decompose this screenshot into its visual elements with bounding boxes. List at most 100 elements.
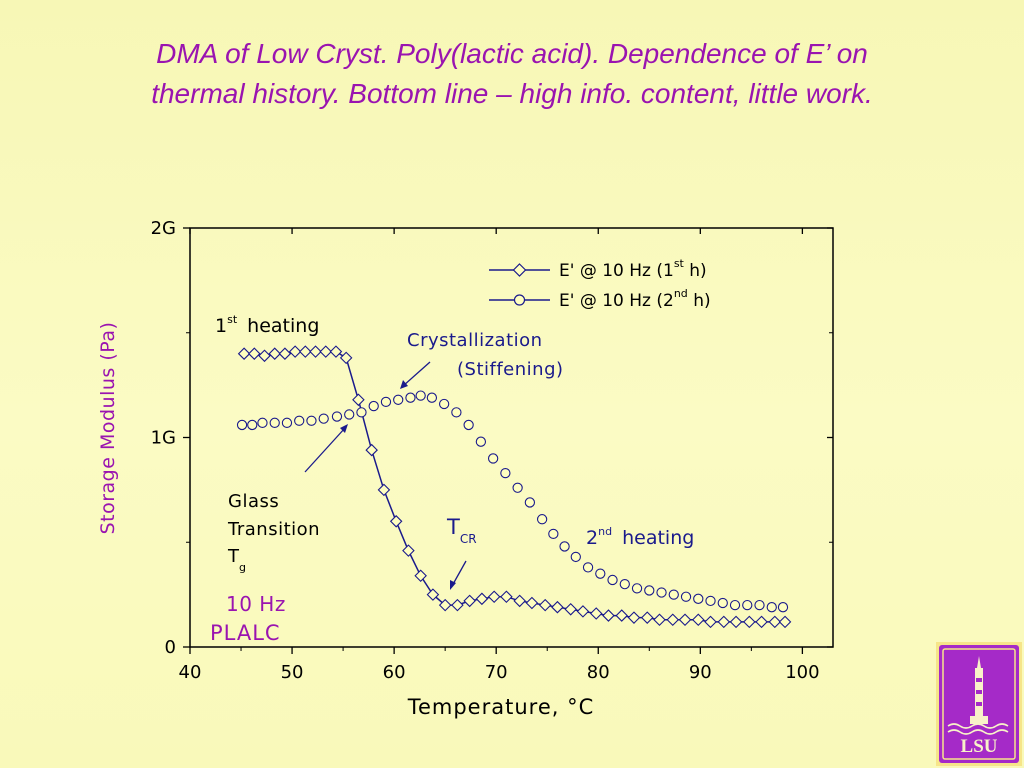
- diamond-point: [463, 594, 476, 608]
- diamond-point: [487, 590, 501, 603]
- diamond-point: [309, 345, 322, 358]
- series-1: [237, 345, 792, 629]
- diamond-point: [414, 569, 427, 583]
- logo-text: LSU: [961, 736, 998, 757]
- y-tick-label: 0: [165, 637, 176, 658]
- circle-point: [693, 593, 704, 604]
- annotation-crystallization-line1: Crystallization: [407, 330, 543, 351]
- annotation-glass-line2: Transition: [227, 519, 320, 540]
- circle-point: [668, 589, 679, 600]
- annotation-second-heating: 2nd heating: [586, 525, 694, 549]
- diamond-point: [538, 598, 552, 612]
- diamond-point: [438, 598, 452, 612]
- circle-point: [475, 436, 487, 447]
- diamond-point: [352, 393, 365, 407]
- annotation-glass-line1: Glass: [228, 491, 279, 512]
- diamond-point: [451, 598, 464, 612]
- x-tick-label: 70: [485, 662, 508, 683]
- circle-point: [777, 602, 789, 613]
- diamond-point: [237, 347, 251, 360]
- circle-point: [595, 568, 606, 579]
- annotation-crystallization-line2: (Stiffening): [457, 359, 564, 380]
- diamond-point: [426, 588, 440, 601]
- legend-diamond-marker: [512, 263, 527, 277]
- circle-point: [742, 599, 753, 611]
- glass-transition-arrow-line: [304, 427, 346, 473]
- circle-point: [393, 394, 404, 405]
- lsu-tower-logo: LSU: [936, 642, 1022, 766]
- circle-point: [500, 467, 511, 479]
- annotation-tg: Tg: [227, 546, 246, 574]
- slide-title: DMA of Low Cryst. Poly(lactic acid). Dep…: [20, 34, 1004, 114]
- crystallization-arrowhead: [400, 380, 408, 389]
- circle-point: [269, 417, 280, 428]
- diamond-point: [704, 615, 717, 629]
- axis-tick-labels: 40 50 60 70 80 90 100 0 1G 2G: [151, 218, 820, 683]
- diamond-point: [678, 613, 692, 627]
- diamond-point: [551, 600, 564, 614]
- legend-label-2: E' @ 10 Hz (2nd h): [559, 287, 711, 311]
- circle-point: [356, 407, 367, 418]
- circle-point: [729, 599, 741, 611]
- diamond-point: [525, 596, 539, 610]
- x-tick-label: 80: [587, 662, 610, 683]
- legend: E' @ 10 Hz (1st h) E' @ 10 Hz (2nd h): [489, 257, 711, 311]
- plot-frame: [189, 227, 834, 648]
- circle-point: [705, 595, 716, 607]
- y-tick-label: 2G: [151, 218, 176, 239]
- x-axis-label: Temperature, °C: [407, 695, 595, 719]
- diamond-point: [339, 351, 353, 365]
- series-2: [236, 390, 789, 613]
- circle-point: [318, 413, 329, 424]
- diamond-point: [268, 347, 281, 360]
- diamond-point: [475, 592, 489, 606]
- circle-point: [380, 396, 392, 408]
- legend-entry-1: E' @ 10 Hz (1st h): [489, 257, 707, 281]
- circle-point: [405, 392, 416, 403]
- diamond-point: [768, 615, 782, 629]
- y-axis-label: Storage Modulus (Pa): [97, 322, 119, 535]
- diamond-point: [299, 345, 312, 358]
- circle-point: [294, 415, 305, 426]
- circle-point: [656, 587, 667, 598]
- circle-point: [680, 591, 692, 602]
- diamond-point: [365, 443, 378, 457]
- diamond-point: [640, 611, 654, 624]
- circle-point: [247, 419, 258, 431]
- diamond-point: [627, 611, 641, 624]
- x-tick-label: 90: [689, 662, 712, 683]
- circle-point: [524, 497, 536, 508]
- diamond-point: [258, 349, 271, 363]
- slide-title-line-2: thermal history. Bottom line – high info…: [151, 78, 873, 109]
- diamond-point: [513, 594, 526, 608]
- circle-point: [426, 392, 438, 403]
- annotation-tcr: TCR: [446, 515, 477, 546]
- diamond-point: [402, 544, 415, 557]
- diamond-point: [691, 613, 705, 627]
- diamond-point: [248, 347, 261, 360]
- plot-area: [189, 227, 834, 648]
- circle-point: [451, 407, 462, 418]
- diamond-point: [602, 609, 615, 622]
- annotation-sample: PLALC: [210, 621, 281, 645]
- tcr-arrowhead: [450, 580, 456, 590]
- crystallization-arrow-line: [402, 361, 431, 387]
- diamond-point: [666, 613, 680, 627]
- circle-point: [415, 390, 426, 401]
- diamond-point: [377, 483, 391, 497]
- circle-point: [438, 398, 450, 410]
- circle-point: [619, 579, 630, 590]
- diamond-point: [576, 605, 590, 618]
- circle-point: [570, 551, 581, 563]
- diamond-point: [589, 607, 603, 620]
- circle-point: [536, 514, 548, 525]
- diamond-point: [278, 347, 292, 360]
- tcr-arrow-line: [451, 560, 467, 587]
- circle-point: [631, 583, 643, 594]
- circle-point: [548, 528, 559, 540]
- circle-point: [644, 585, 655, 596]
- circle-point: [306, 415, 317, 426]
- x-tick-label: 40: [179, 662, 202, 683]
- diamond-point: [329, 345, 343, 358]
